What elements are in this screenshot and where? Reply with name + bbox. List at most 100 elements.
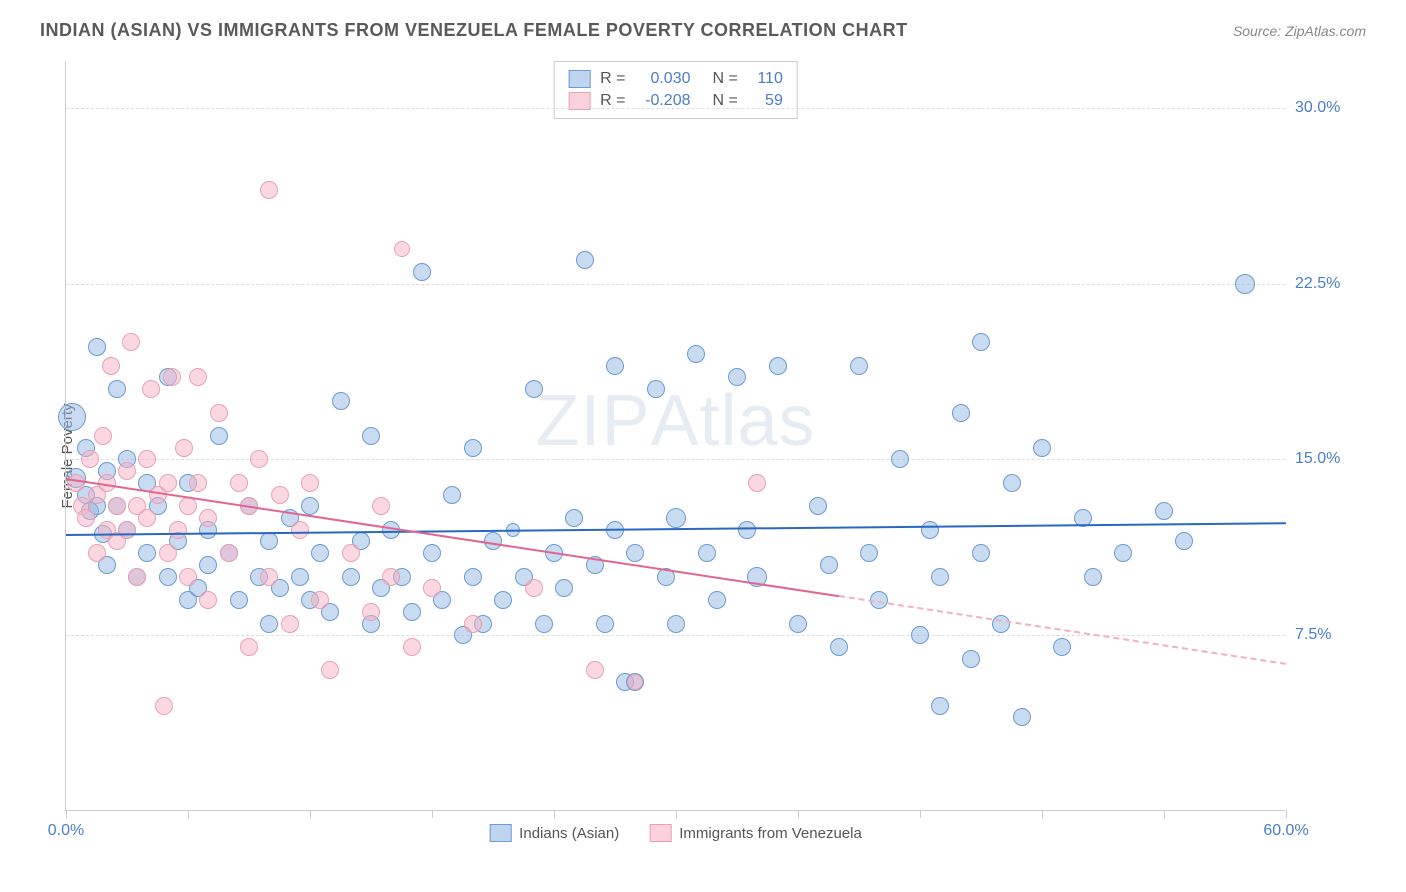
data-point [494,591,512,609]
data-point [189,474,207,492]
data-point [911,626,929,644]
data-point [1053,638,1071,656]
data-point [464,439,482,457]
data-point [94,427,112,445]
header: INDIAN (ASIAN) VS IMMIGRANTS FROM VENEZU… [20,20,1386,51]
data-point [403,603,421,621]
data-point [230,591,248,609]
x-tick-label: 60.0% [1263,822,1308,840]
legend-r-label: R = [600,70,625,88]
data-point [667,615,685,633]
data-point [138,450,156,468]
data-point [525,579,543,597]
data-point [860,544,878,562]
legend-swatch [649,824,671,842]
x-tick-label: 0.0% [48,822,84,840]
x-tick [1042,810,1043,818]
data-point [118,521,136,539]
data-point [626,544,644,562]
data-point [58,403,86,431]
data-point [230,474,248,492]
data-point [138,509,156,527]
data-point [189,368,207,386]
data-point [1033,439,1051,457]
data-point [972,333,990,351]
data-point [321,661,339,679]
data-point [394,241,410,257]
data-point [382,568,400,586]
data-point [210,404,228,422]
data-point [728,368,746,386]
data-point [88,544,106,562]
data-point [748,474,766,492]
legend-swatch [568,70,590,88]
data-point [921,521,939,539]
x-tick [1164,810,1165,818]
chart-title: INDIAN (ASIAN) VS IMMIGRANTS FROM VENEZU… [40,20,908,41]
data-point [596,615,614,633]
data-point [118,462,136,480]
data-point [260,181,278,199]
data-point [443,486,461,504]
data-point [281,615,299,633]
data-point [708,591,726,609]
x-tick [798,810,799,818]
data-point [199,556,217,574]
legend-r-value: 0.030 [636,70,691,88]
legend-label: Indians (Asian) [519,825,619,842]
data-point [199,591,217,609]
data-point [698,544,716,562]
data-point [565,509,583,527]
data-point [647,380,665,398]
data-point [138,544,156,562]
data-point [159,544,177,562]
y-tick-label: 30.0% [1295,99,1365,117]
data-point [88,338,106,356]
data-point [342,568,360,586]
data-point [163,368,181,386]
data-point [413,263,431,281]
data-point [362,603,380,621]
x-tick [920,810,921,818]
x-tick [554,810,555,818]
data-point [525,380,543,398]
data-point [250,450,268,468]
data-point [1155,502,1173,520]
data-point [372,497,390,515]
x-tick [310,810,311,818]
data-point [155,697,173,715]
data-point [220,544,238,562]
data-point [175,439,193,457]
data-point [555,579,573,597]
legend-bottom: Indians (Asian) Immigrants from Venezuela [489,824,862,842]
data-point [81,450,99,468]
watermark-bold: ZIP [535,381,650,461]
data-point [342,544,360,562]
x-tick [676,810,677,818]
data-point [102,357,120,375]
x-tick [188,810,189,818]
data-point [464,568,482,586]
data-point [179,568,197,586]
y-tick-label: 15.0% [1295,450,1365,468]
data-point [809,497,827,515]
data-point [403,638,421,656]
data-point [301,474,319,492]
x-tick [1286,810,1287,818]
data-point [159,568,177,586]
data-point [159,474,177,492]
legend-row: R =0.030N =110 [568,68,783,90]
data-point [464,615,482,633]
data-point [108,497,126,515]
data-point [687,345,705,363]
data-point [291,568,309,586]
legend-label: Immigrants from Venezuela [679,825,862,842]
legend-swatch [489,824,511,842]
data-point [260,615,278,633]
legend-bottom-item: Indians (Asian) [489,824,619,842]
data-point [210,427,228,445]
data-point [1003,474,1021,492]
data-point [738,521,756,539]
data-point [931,568,949,586]
data-point [850,357,868,375]
